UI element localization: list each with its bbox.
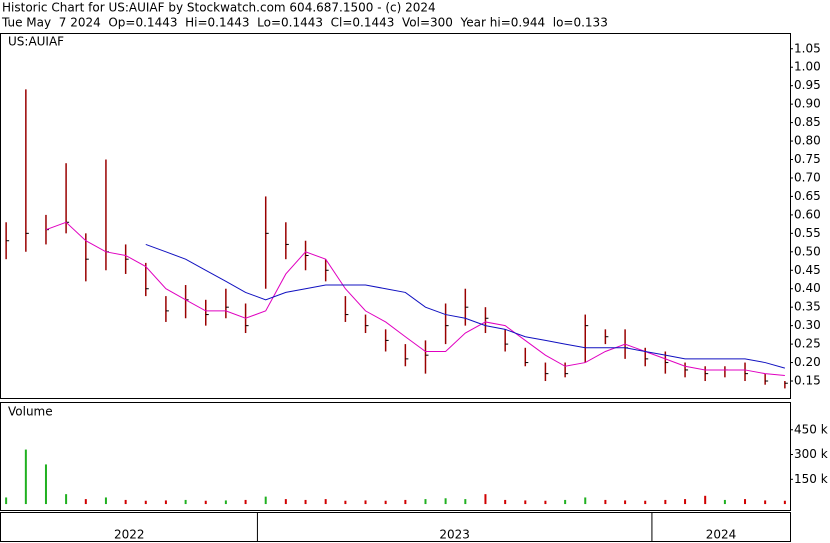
volume-bar [5, 497, 8, 505]
y-tick-label: 0.95 [794, 78, 821, 92]
volume-bar [704, 495, 707, 505]
volume-bar [564, 499, 567, 505]
volume-panel [0, 402, 791, 511]
quote-line: Tue May 7 2024 Op=0.1443 Hi=0.1443 Lo=0.… [1, 16, 608, 30]
price-panel [0, 33, 791, 399]
y-tick-label: 0.60 [794, 207, 821, 221]
volume-bar [524, 500, 527, 505]
year-label: 2024 [706, 528, 737, 542]
volume-bar [144, 500, 147, 505]
y-tick-label: 0.30 [794, 318, 821, 332]
volume-bar [44, 464, 47, 505]
y-tick-label: 0.75 [794, 152, 821, 166]
y-tick-label: 0.15 [794, 374, 821, 388]
y-tick-label: 0.45 [794, 263, 821, 277]
volume-bar [723, 499, 726, 505]
volume-bar [204, 500, 207, 505]
volume-bar [664, 499, 667, 505]
volume-bar [24, 449, 27, 505]
volume-bar [444, 498, 447, 505]
volume-bar [344, 500, 347, 505]
volume-bar [744, 499, 747, 505]
time-axis [0, 512, 791, 542]
y-tick-label: 450 k [794, 422, 828, 436]
volume-bar [484, 494, 487, 505]
volume-bar [104, 497, 107, 505]
y-tick-label: 0.20 [794, 355, 821, 369]
volume-bar [164, 500, 167, 505]
volume-bar [404, 499, 407, 505]
volume-bar [244, 499, 247, 505]
moving-average [145, 243, 786, 369]
volume-bar [364, 500, 367, 505]
y-tick-label: 0.90 [794, 97, 821, 111]
y-tick-label: 0.55 [794, 226, 821, 240]
volume-bar [424, 499, 427, 505]
y-tick-label: 1.05 [794, 41, 821, 55]
y-tick-label: 0.70 [794, 170, 821, 184]
volume-label: Volume [8, 405, 53, 419]
volume-bar [264, 496, 267, 505]
volume-bar [684, 499, 687, 505]
volume-bar [184, 499, 187, 505]
volume-bar [464, 499, 467, 505]
y-tick-label: 0.35 [794, 300, 821, 314]
volume-bar [764, 500, 767, 505]
volume-bar [584, 497, 587, 505]
volume-bar [224, 500, 227, 505]
moving-average [45, 221, 785, 376]
y-tick-label: 300 k [794, 447, 828, 461]
y-tick-label: 150 k [794, 472, 828, 486]
year-label: 2022 [114, 528, 145, 542]
y-tick-label: 0.80 [794, 134, 821, 148]
y-tick-label: 0.65 [794, 189, 821, 203]
chart-title: Historic Chart for US:AUIAF by Stockwatc… [2, 1, 436, 15]
y-tick-label: 1.00 [794, 60, 821, 74]
volume-bar [783, 500, 786, 505]
year-label: 2023 [439, 528, 470, 542]
volume-bar [544, 500, 547, 505]
volume-bar [304, 499, 307, 505]
volume-bar [504, 499, 507, 505]
y-tick-label: 0.85 [794, 115, 821, 129]
volume-bar [624, 500, 627, 505]
symbol-label: US:AUIAF [8, 35, 64, 49]
y-tick-label: 0.25 [794, 337, 821, 351]
volume-bar [284, 499, 287, 505]
volume-bar [324, 499, 327, 505]
volume-bar [65, 494, 68, 505]
volume-bar [384, 500, 387, 505]
volume-bar [124, 499, 127, 505]
volume-bar [84, 499, 87, 505]
y-tick-label: 0.50 [794, 244, 821, 258]
volume-bar [644, 500, 647, 505]
y-tick-label: 0.40 [794, 281, 821, 295]
volume-bar [604, 499, 607, 505]
